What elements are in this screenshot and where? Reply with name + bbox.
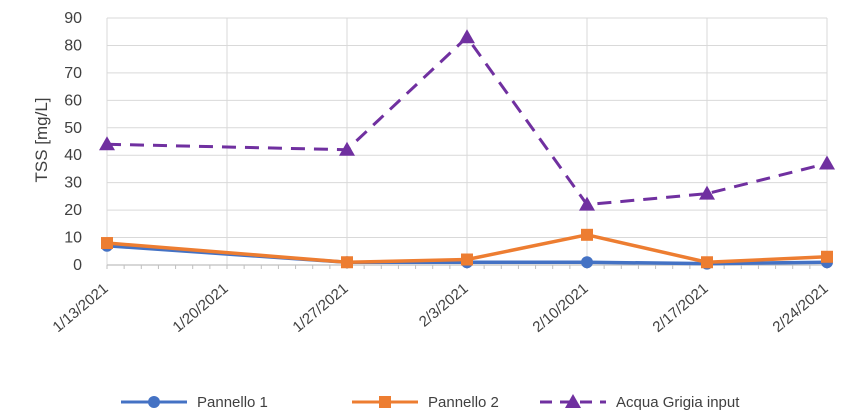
data-point-acqua-grigia-input: [699, 185, 715, 200]
x-tick-label: 1/27/2021: [290, 280, 352, 336]
grid-lines: [106, 17, 828, 265]
y-tick-label: 0: [73, 257, 82, 274]
legend: Pannello 1 Pannello 2 Acqua Grigia input: [121, 394, 740, 411]
legend-label: Pannello 1: [197, 394, 268, 411]
series-acqua-grigia-input: [99, 29, 835, 211]
series-pannello-2: [101, 228, 833, 269]
series-lines: [99, 29, 835, 270]
data-point-pannello-2: [821, 250, 833, 263]
y-tick-label: 10: [64, 230, 82, 247]
legend-marker: [148, 396, 160, 408]
legend-label: Acqua Grigia input: [616, 394, 740, 411]
x-tick-label: 2/10/2021: [530, 280, 592, 336]
y-tick-label: 80: [64, 37, 82, 54]
y-tick-label: 70: [64, 65, 82, 82]
data-point-acqua-grigia-input: [459, 29, 475, 44]
y-tick-label: 50: [64, 120, 82, 137]
x-tick-label: 1/13/2021: [50, 280, 112, 336]
data-point-acqua-grigia-input: [99, 136, 115, 151]
legend-entry-pannello-1: Pannello 1: [121, 394, 268, 411]
legend-label: Pannello 2: [428, 394, 499, 411]
x-tick-label: 2/24/2021: [770, 280, 832, 336]
data-point-pannello-1: [581, 256, 593, 269]
legend-marker: [379, 396, 391, 408]
x-tick-label: 2/17/2021: [650, 280, 712, 336]
x-tick-label: 1/20/2021: [170, 280, 232, 336]
legend-marker: [565, 394, 581, 408]
y-axis-label: TSS [mg/L]: [32, 97, 51, 182]
data-point-acqua-grigia-input: [819, 155, 835, 170]
data-point-pannello-2: [461, 253, 473, 266]
legend-entry-pannello-2: Pannello 2: [352, 394, 499, 411]
data-point-pannello-2: [581, 228, 593, 241]
data-point-acqua-grigia-input: [339, 141, 355, 156]
legend-entry-acqua-grigia-input: Acqua Grigia input: [540, 394, 740, 411]
data-point-pannello-2: [701, 256, 713, 269]
y-tick-label: 30: [64, 175, 82, 192]
series-line-pannello-2: [106, 233, 828, 265]
y-tick-label: 40: [64, 147, 82, 164]
tick-labels: 0 10 20 30 40 50 60 70 80 90 1/13/2021 1/20/2021 1/2…: [50, 10, 832, 336]
x-tick-label: 2/3/2021: [416, 280, 472, 331]
series-line-acqua-grigia-input: [106, 35, 828, 207]
y-tick-label: 90: [64, 10, 82, 27]
data-point-pannello-2: [341, 256, 353, 269]
data-point-pannello-2: [101, 237, 113, 250]
data-point-acqua-grigia-input: [579, 196, 595, 211]
y-tick-label: 20: [64, 202, 82, 219]
y-tick-label: 60: [64, 92, 82, 109]
